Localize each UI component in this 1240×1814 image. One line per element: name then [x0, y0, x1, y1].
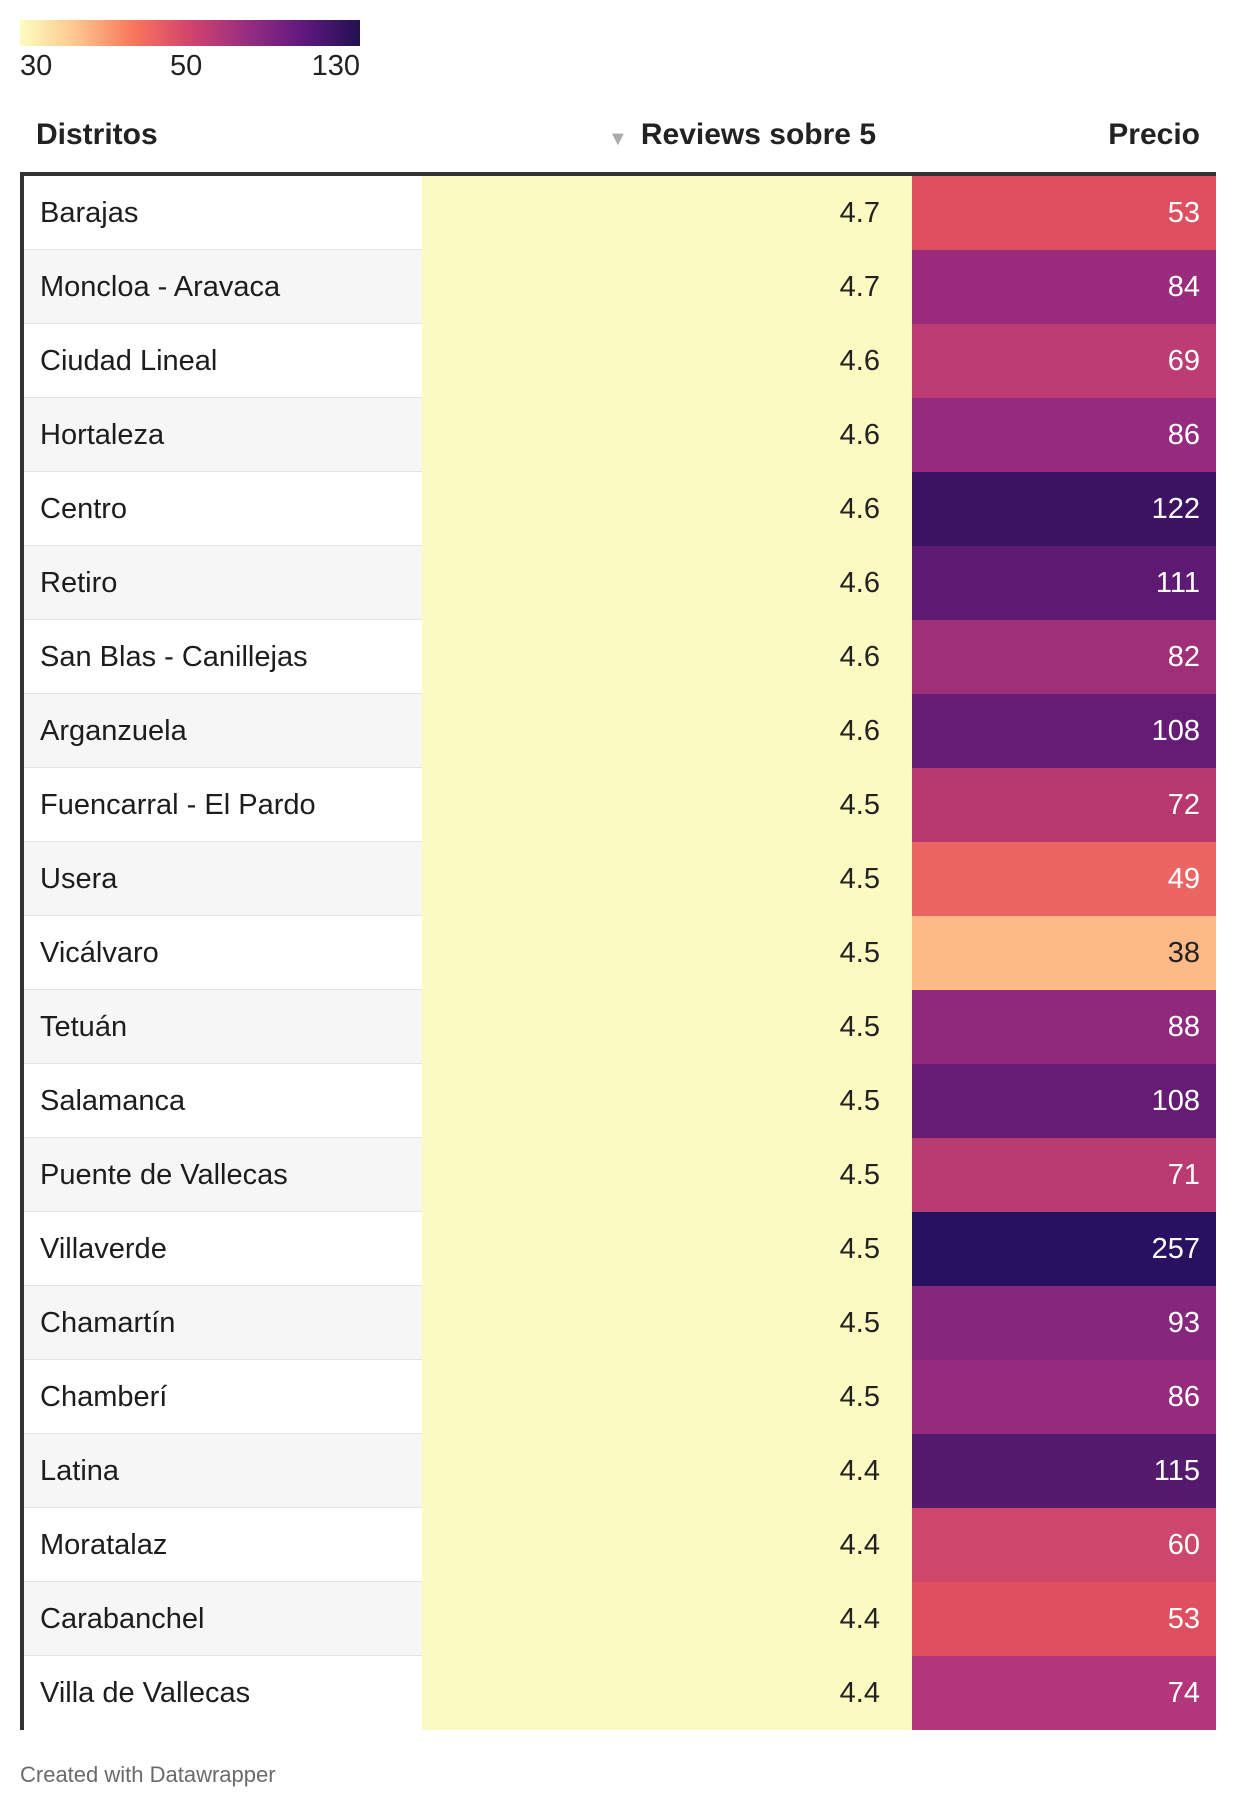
- cell-price: 60: [912, 1508, 1216, 1582]
- cell-price: 53: [912, 1582, 1216, 1656]
- cell-district: Chamartín: [40, 1307, 176, 1339]
- cell-reviews: 4.5: [422, 1212, 912, 1286]
- cell-district: Latina: [40, 1455, 120, 1487]
- table-row: Moratalaz 4.4 60: [24, 1508, 1216, 1582]
- legend-tick-max: 130: [311, 50, 360, 82]
- table-row: Hortaleza 4.6 86: [24, 398, 1216, 472]
- cell-district: Moratalaz: [40, 1529, 168, 1561]
- cell-price: 72: [912, 768, 1216, 842]
- data-table: Distritos ▼ Reviews sobre 5 Precio Baraj…: [20, 100, 1216, 1730]
- cell-price: 122: [912, 472, 1216, 546]
- cell-price: 38: [912, 916, 1216, 990]
- cell-reviews: 4.5: [422, 1286, 912, 1360]
- cell-reviews: 4.7: [422, 176, 912, 250]
- header-price[interactable]: Precio: [1108, 118, 1200, 151]
- table-row: Villa de Vallecas 4.4 74: [24, 1656, 1216, 1730]
- cell-price: 108: [912, 694, 1216, 768]
- table-row: Latina 4.4 115: [24, 1434, 1216, 1508]
- cell-price: 93: [912, 1286, 1216, 1360]
- cell-reviews: 4.5: [422, 916, 912, 990]
- table-row: Villaverde 4.5 257: [24, 1212, 1216, 1286]
- cell-reviews: 4.4: [422, 1508, 912, 1582]
- cell-reviews: 4.6: [422, 472, 912, 546]
- table-row: Retiro 4.6 111: [24, 546, 1216, 620]
- cell-district: Villa de Vallecas: [40, 1677, 251, 1709]
- header-districts[interactable]: Distritos: [36, 118, 158, 151]
- legend-gradient-bar: [20, 20, 360, 46]
- table-row: Ciudad Lineal 4.6 69: [24, 324, 1216, 398]
- cell-district: Centro: [40, 493, 128, 525]
- cell-price: 111: [912, 546, 1216, 620]
- table-row: Puente de Vallecas 4.5 71: [24, 1138, 1216, 1212]
- table-row: Vicálvaro 4.5 38: [24, 916, 1216, 990]
- table-row: Barajas 4.7 53: [24, 176, 1216, 250]
- cell-district: Ciudad Lineal: [40, 345, 218, 377]
- cell-reviews: 4.5: [422, 1064, 912, 1138]
- table-row: Chamartín 4.5 93: [24, 1286, 1216, 1360]
- cell-district: Hortaleza: [40, 419, 165, 451]
- table-row: Salamanca 4.5 108: [24, 1064, 1216, 1138]
- cell-price: 84: [912, 250, 1216, 324]
- cell-reviews: 4.6: [422, 324, 912, 398]
- cell-reviews: 4.5: [422, 1360, 912, 1434]
- legend-ticks: 30 50 130: [20, 46, 360, 86]
- cell-district: Usera: [40, 863, 118, 895]
- cell-reviews: 4.5: [422, 768, 912, 842]
- cell-district: Barajas: [40, 197, 139, 229]
- table-row: San Blas - Canillejas 4.6 82: [24, 620, 1216, 694]
- table-row: Carabanchel 4.4 53: [24, 1582, 1216, 1656]
- cell-district: Tetuán: [40, 1011, 128, 1043]
- cell-district: Chamberí: [40, 1381, 168, 1413]
- cell-district: Salamanca: [40, 1085, 186, 1117]
- color-legend: 30 50 130: [20, 20, 360, 86]
- cell-district: Villaverde: [40, 1233, 167, 1265]
- cell-reviews: 4.7: [422, 250, 912, 324]
- cell-reviews: 4.4: [422, 1656, 912, 1730]
- cell-price: 88: [912, 990, 1216, 1064]
- cell-reviews: 4.4: [422, 1434, 912, 1508]
- table-row: Centro 4.6 122: [24, 472, 1216, 546]
- cell-price: 86: [912, 398, 1216, 472]
- cell-price: 82: [912, 620, 1216, 694]
- cell-reviews: 4.6: [422, 694, 912, 768]
- cell-price: 69: [912, 324, 1216, 398]
- cell-district: Carabanchel: [40, 1603, 205, 1635]
- table-row: Tetuán 4.5 88: [24, 990, 1216, 1064]
- table-row: Moncloa - Aravaca 4.7 84: [24, 250, 1216, 324]
- table-body: Barajas 4.7 53 Moncloa - Aravaca 4.7 84 Ciudad…: [20, 176, 1216, 1730]
- cell-district: Puente de Vallecas: [40, 1159, 288, 1191]
- cell-reviews: 4.4: [422, 1582, 912, 1656]
- cell-reviews: 4.5: [422, 990, 912, 1064]
- cell-district: San Blas - Canillejas: [40, 641, 308, 673]
- table-header: Distritos ▼ Reviews sobre 5 Precio: [20, 100, 1216, 176]
- cell-reviews: 4.6: [422, 398, 912, 472]
- cell-district: Retiro: [40, 567, 118, 599]
- cell-district: Fuencarral - El Pardo: [40, 789, 316, 821]
- cell-district: Vicálvaro: [40, 937, 159, 969]
- legend-tick-mid: 50: [170, 50, 203, 82]
- legend-tick-min: 30: [20, 50, 53, 82]
- cell-price: 257: [912, 1212, 1216, 1286]
- cell-price: 53: [912, 176, 1216, 250]
- cell-district: Moncloa - Aravaca: [40, 271, 281, 303]
- cell-price: 74: [912, 1656, 1216, 1730]
- sort-down-icon[interactable]: ▼: [608, 128, 628, 150]
- cell-price: 108: [912, 1064, 1216, 1138]
- table-row: Chamberí 4.5 86: [24, 1360, 1216, 1434]
- cell-reviews: 4.5: [422, 842, 912, 916]
- table-row: Fuencarral - El Pardo 4.5 72: [24, 768, 1216, 842]
- cell-reviews: 4.5: [422, 1138, 912, 1212]
- cell-reviews: 4.6: [422, 620, 912, 694]
- footer-credit: Created with Datawrapper: [20, 1762, 276, 1787]
- cell-reviews: 4.6: [422, 546, 912, 620]
- header-reviews[interactable]: Reviews sobre 5: [640, 118, 876, 151]
- table-row: Arganzuela 4.6 108: [24, 694, 1216, 768]
- cell-price: 49: [912, 842, 1216, 916]
- cell-price: 86: [912, 1360, 1216, 1434]
- cell-price: 115: [912, 1434, 1216, 1508]
- cell-district: Arganzuela: [40, 715, 187, 747]
- cell-price: 71: [912, 1138, 1216, 1212]
- table-row: Usera 4.5 49: [24, 842, 1216, 916]
